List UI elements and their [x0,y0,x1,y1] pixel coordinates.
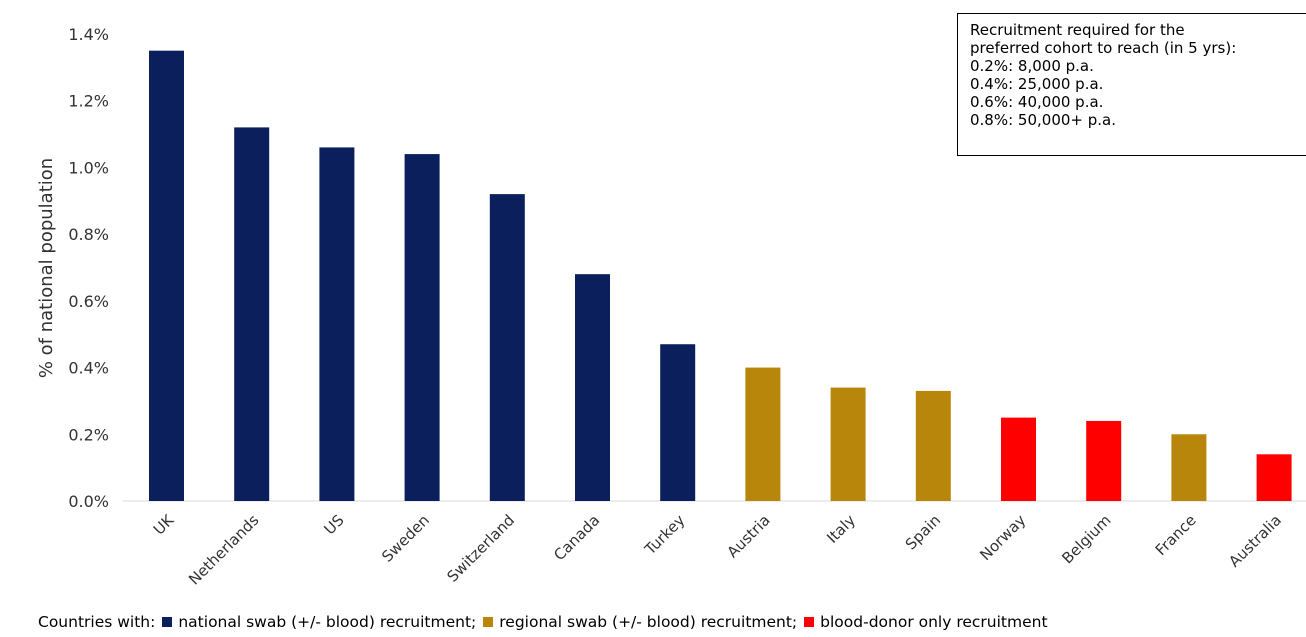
bar-uk [149,50,184,502]
y-tick-label: 0.2% [68,425,109,444]
info-line: 0.2%: 8,000 p.a. [970,57,1094,75]
bar-netherlands [234,127,270,502]
x-tick-label: Turkey [641,511,689,559]
y-tick-label: 0.0% [68,492,109,511]
bar-austria [745,367,781,501]
bar-switzerland [489,194,525,501]
bar-us [319,147,355,501]
legend-prefix: Countries with: [38,613,156,631]
legend: Countries with: national swab (+/- blood… [38,612,1048,632]
x-tick-label: Austria [724,511,774,561]
info-line: 0.4%: 25,000 p.a. [970,75,1104,93]
legend-swatch-national [162,617,173,627]
y-tick-label: 1.0% [68,158,109,177]
x-tick-label: Netherlands [185,511,263,589]
bar-france [1171,434,1207,501]
x-tick-label: Belgium [1058,511,1114,567]
y-tick-label: 0.6% [68,292,109,311]
bar-belgium [1086,420,1122,501]
bar-sweden [404,154,440,502]
x-tick-label: Switzerland [444,511,519,586]
x-tick-label: US [320,511,347,538]
info-line: preferred cohort to reach (in 5 yrs): [970,39,1237,57]
legend-swatch-regional [483,617,494,627]
recruitment-info-box: Recruitment required for the preferred c… [957,13,1306,156]
x-tick-label: Spain [902,511,944,553]
bar-turkey [660,344,696,501]
bar-series [149,50,1292,502]
bar-norway [1001,417,1036,501]
bar-canada [575,274,610,501]
legend-label-blood-donor: blood-donor only recruitment [820,613,1048,631]
y-axis-ticks: 0.0% 0.2% 0.4% 0.6% 0.8% 1.0% 1.2% 1.4% [68,25,109,511]
bar-italy [830,387,866,501]
info-line: Recruitment required for the [970,21,1185,39]
x-tick-label: Norway [976,511,1029,564]
x-tick-label: Canada [550,511,603,564]
x-tick-label: Italy [823,511,859,547]
y-tick-label: 0.8% [68,225,109,244]
x-tick-label: Sweden [378,511,433,566]
info-line: 0.8%: 50,000+ p.a. [970,111,1117,129]
bar-spain [915,390,951,501]
info-line: 0.6%: 40,000 p.a. [970,93,1104,111]
legend-swatch-blood-donor [804,617,815,627]
y-axis-label: % of national population [36,158,57,378]
x-tick-label: Australia [1225,511,1285,571]
y-tick-label: 1.4% [68,25,109,44]
legend-label-regional: regional swab (+/- blood) recruitment; [499,613,798,631]
y-tick-label: 0.4% [68,359,109,378]
x-tick-label: UK [150,510,178,538]
bar-australia [1256,454,1292,501]
x-axis-ticks: UK Netherlands US Sweden Switzerland Canada Tu… [150,510,1285,588]
x-tick-label: France [1152,511,1200,559]
y-tick-label: 1.2% [68,92,109,111]
legend-label-national: national swab (+/- blood) recruitment; [178,613,477,631]
